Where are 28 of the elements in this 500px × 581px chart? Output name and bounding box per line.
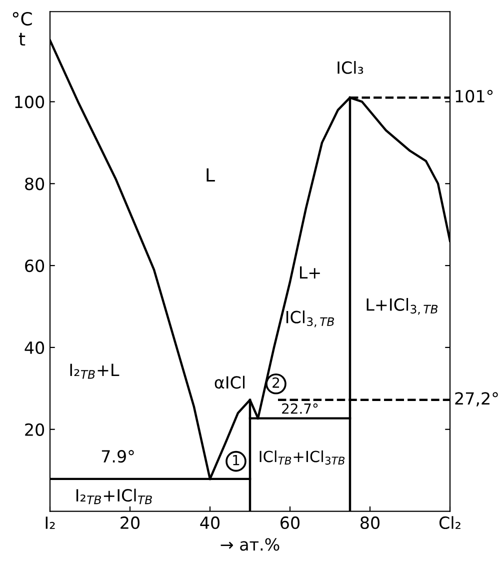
annotation: αICl	[214, 376, 245, 389]
y-tick-label: 80	[25, 178, 44, 190]
annotation: L+ICl$_{3,ТВ}$	[366, 298, 438, 315]
annotation: L+	[300, 266, 320, 279]
annotation: 22.7°	[282, 403, 318, 414]
y-tick-label: 100	[15, 96, 44, 108]
y-tick-label: 20	[25, 423, 44, 436]
x-tick-label: I₂	[46, 516, 55, 529]
y-tick-label: 60	[25, 260, 44, 272]
annotation: ICl$_{3,ТВ}$	[286, 310, 334, 328]
annotation: I₂$_{ТВ}$+L	[70, 364, 120, 379]
x-tick-label: Cl₂	[439, 516, 460, 530]
y-tick-label: 40	[24, 341, 44, 354]
annotation: 27,2°	[455, 392, 498, 406]
annotation: 101°	[456, 90, 493, 102]
x-tick-label: 40	[200, 516, 220, 530]
annotation: I₂$_{ТВ}$+ICl$_{ТВ}$	[76, 488, 152, 504]
annotation: L	[206, 168, 215, 182]
annotation: 7.9°	[102, 450, 134, 463]
annotation: 1	[233, 455, 240, 466]
annotation: ICl$_{ТВ}$+ICl$_{3ТВ}$	[260, 450, 345, 465]
x-tick-label: 60	[280, 516, 300, 530]
x-tick-label: 20	[120, 516, 140, 530]
y-axis-title: °C t	[12, 12, 32, 46]
x-axis-title: → ат.%	[220, 538, 280, 551]
annotation: 2	[272, 377, 280, 388]
annotation: ICl₃	[338, 61, 364, 74]
x-tick-label: 80	[360, 516, 380, 530]
